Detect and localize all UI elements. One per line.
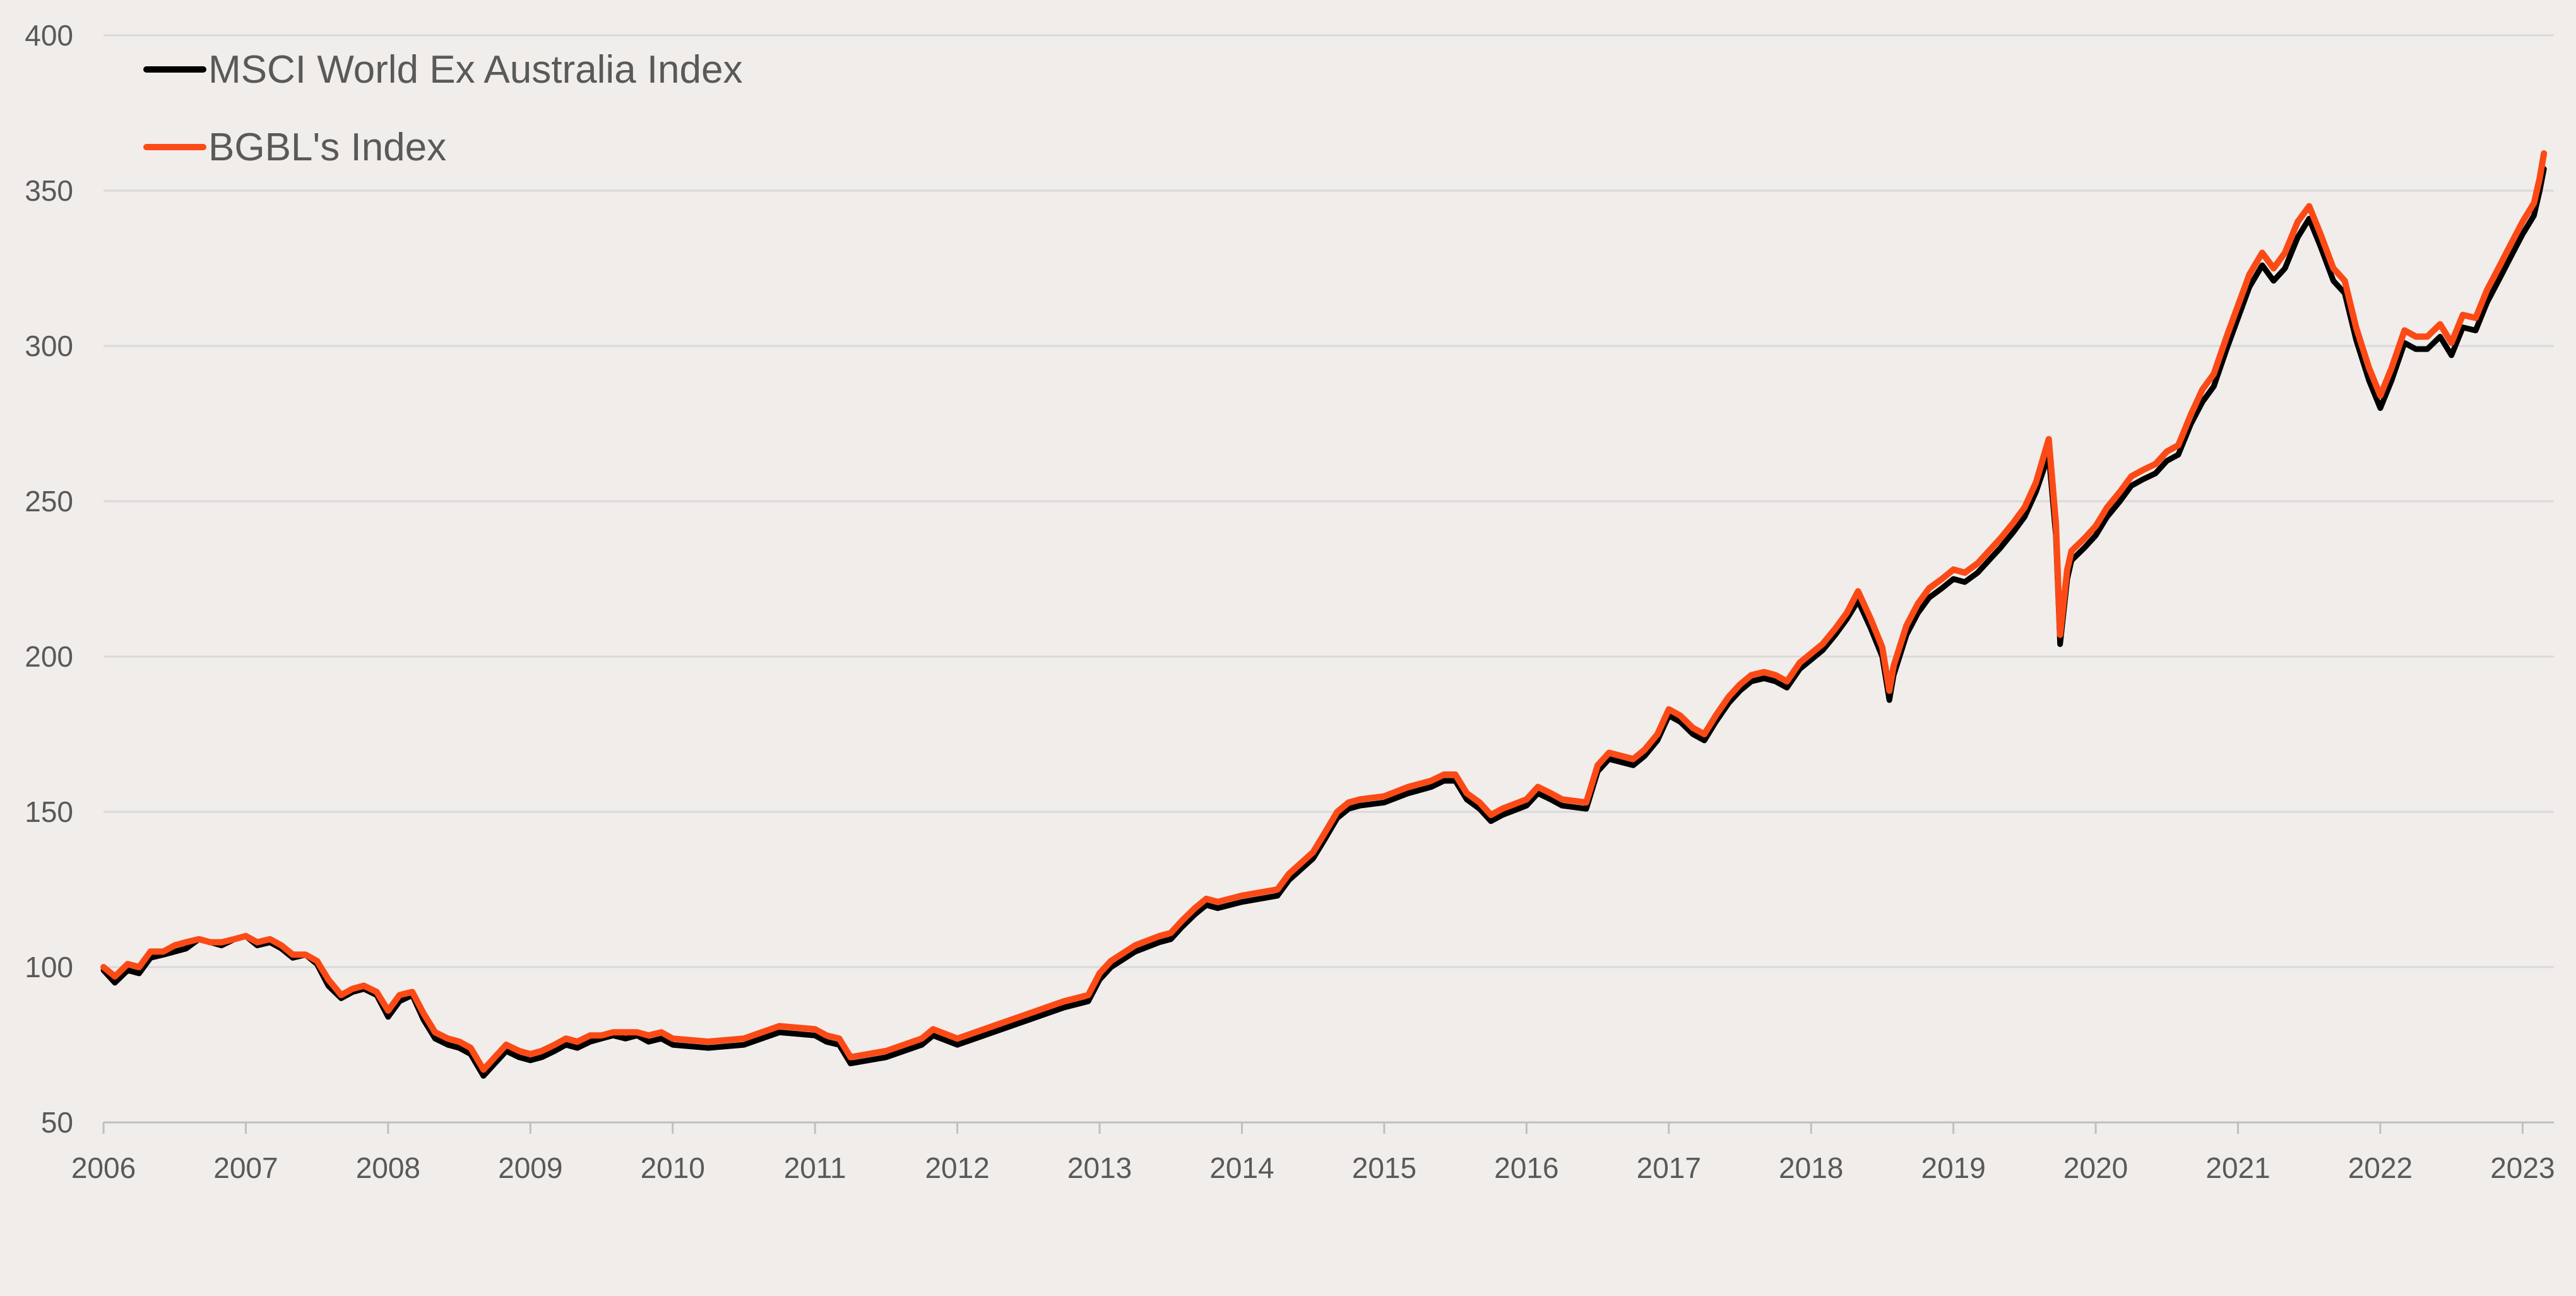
- x-tick-label: 2023: [2490, 1151, 2555, 1184]
- y-tick-label: 400: [25, 19, 73, 52]
- x-tick-label: 2012: [925, 1151, 989, 1184]
- x-tick-label: 2019: [1921, 1151, 1985, 1184]
- y-tick-label: 350: [25, 174, 73, 207]
- x-tick-label: 2007: [213, 1151, 278, 1184]
- axes: 50 100 150 200 250 300 350 400 2006 2007 2008 2009 2…: [25, 19, 2555, 1184]
- x-tick-label: 2013: [1067, 1151, 1132, 1184]
- x-tick-label: 2009: [498, 1151, 562, 1184]
- gridlines: [104, 34, 2554, 968]
- y-tick-label: 100: [25, 951, 73, 984]
- x-tick-label: 2015: [1352, 1151, 1416, 1184]
- y-tick-label: 300: [25, 330, 73, 362]
- x-tick-label: 2016: [1494, 1151, 1558, 1184]
- legend-item-bgbl[interactable]: BGBL's Index: [143, 126, 446, 169]
- x-tick-label: 2008: [356, 1151, 420, 1184]
- x-tick-label: 2011: [784, 1151, 846, 1184]
- x-tick-label: 2010: [641, 1151, 705, 1184]
- x-tick-label: 2006: [71, 1151, 136, 1184]
- y-tick-label: 250: [25, 485, 73, 518]
- y-tick-label: 200: [25, 640, 73, 673]
- legend-item-msci[interactable]: MSCI World Ex Australia Index: [143, 48, 743, 92]
- x-tick-label: 2020: [2063, 1151, 2128, 1184]
- series-line-bgbl: [100, 150, 2548, 1073]
- series-line-msci: [100, 166, 2547, 1079]
- legend-label-bgbl: BGBL's Index: [208, 126, 446, 169]
- x-tick-label: 2021: [2205, 1151, 2270, 1184]
- series-lines: [100, 150, 2548, 1079]
- y-tick-label: 150: [25, 795, 73, 828]
- legend: MSCI World Ex Australia Index BGBL's Ind…: [143, 48, 743, 169]
- x-tick-label: 2014: [1209, 1151, 1274, 1184]
- y-tick-label: 50: [41, 1106, 73, 1139]
- x-tick-label: 2017: [1637, 1151, 1701, 1184]
- x-tick-label: 2018: [1779, 1151, 1843, 1184]
- legend-label-msci: MSCI World Ex Australia Index: [208, 48, 743, 92]
- x-tick-label: 2022: [2348, 1151, 2413, 1184]
